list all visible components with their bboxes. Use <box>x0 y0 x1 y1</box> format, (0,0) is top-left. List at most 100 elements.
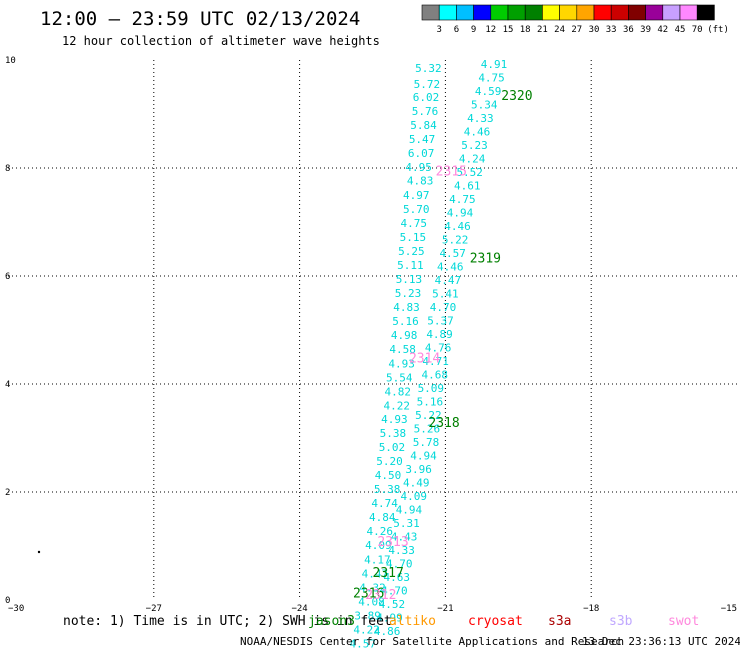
wave-height-label: 5.22 <box>415 409 442 422</box>
colorbar-cell <box>696 4 715 21</box>
wave-height-label: 4.68 <box>421 369 448 382</box>
wave-height-label: 4.46 <box>437 261 464 274</box>
mission-label: s3a <box>548 614 571 629</box>
y-tick-label: 2 <box>5 488 10 498</box>
wave-height-label: 4.75 <box>478 72 505 85</box>
wave-height-label: 5.23 <box>461 139 488 152</box>
colorbar-unit: (ft) <box>707 25 729 35</box>
wave-height-label: 5.70 <box>403 203 430 216</box>
pass-label: 2314 <box>409 351 440 366</box>
x-tick-label: −21 <box>437 604 453 614</box>
wave-height-label: 4.99 <box>376 612 403 625</box>
wave-height-label: 4.91 <box>481 58 508 71</box>
wave-height-label: 5.11 <box>397 259 424 272</box>
wave-height-label: 5.54 <box>386 371 413 384</box>
pass-label: 2320 <box>501 89 532 104</box>
wave-height-label: 4.83 <box>393 301 420 314</box>
colorbar-label: 42 <box>657 25 668 35</box>
colorbar-cell <box>490 4 509 21</box>
wave-height-label: 4.58 <box>389 343 416 356</box>
wave-height-label: 4.26 <box>367 525 394 538</box>
chart-title: 12:00 – 23:59 UTC 02/13/2024 <box>40 8 360 30</box>
wave-height-label: 5.02 <box>379 441 406 454</box>
colorbar-cell <box>524 4 543 21</box>
wave-height-label: 4.49 <box>403 477 430 490</box>
x-tick-label: −18 <box>583 604 599 614</box>
wave-height-label: 4.74 <box>371 497 398 510</box>
wave-height-label: 4.89 <box>426 328 453 341</box>
wave-height-label: 4.95 <box>405 161 432 174</box>
wave-height-label: 4.33 <box>388 544 415 557</box>
x-tick-label: −24 <box>291 604 307 614</box>
wave-height-label: 4.63 <box>384 571 411 584</box>
colorbar-label: 45 <box>675 25 686 35</box>
wave-height-label: 4.94 <box>447 207 474 220</box>
wave-height-label: 4.71 <box>422 355 449 368</box>
wave-height-label: 5.47 <box>409 133 436 146</box>
wave-height-label: 4.09 <box>401 490 428 503</box>
colorbar-label: 70 <box>692 25 703 35</box>
wave-height-label: 4.46 <box>464 126 491 139</box>
wave-height-label: 4.70 <box>386 558 413 571</box>
wave-height-label: 4.97 <box>403 189 430 202</box>
wave-height-label: 4.47 <box>362 567 389 580</box>
colorbar-label: 12 <box>485 25 496 35</box>
axis-ticks: −30 −27 −24 −21 −18 −15 0 2 4 6 8 10 <box>5 56 737 614</box>
colorbar-cell <box>542 4 560 21</box>
y-tick-label: 0 <box>5 596 10 606</box>
wave-height-label: 4.09 <box>365 539 392 552</box>
colorbar-label: 21 <box>537 25 548 35</box>
wave-height-label: 4.57 <box>439 247 466 260</box>
wave-height-label: 4.46 <box>444 220 471 233</box>
wave-height-label: 6.02 <box>413 91 440 104</box>
colorbar-label: 24 <box>554 25 565 35</box>
wave-height-label: 5.52 <box>456 166 483 179</box>
wave-height-label: 5.37 <box>427 315 454 328</box>
colorbar-label: 33 <box>606 25 617 35</box>
wave-height-label: 4.22 <box>353 623 380 636</box>
colorbar-cell <box>679 4 698 21</box>
colorbar-cell <box>628 4 646 21</box>
y-tick-label: 4 <box>5 380 10 390</box>
wave-height-label: 4.75 <box>401 217 428 230</box>
wave-height-label: 5.22 <box>442 234 469 247</box>
colorbar-cell <box>421 4 440 21</box>
wave-height-label: 5.16 <box>392 315 419 328</box>
pass-label: 2317 <box>373 566 404 581</box>
wave-height-label: 5.78 <box>413 436 440 449</box>
wave-height-label: 4.75 <box>449 193 476 206</box>
wave-height-label: 3.89 <box>354 609 381 622</box>
y-tick-label: 6 <box>5 272 10 282</box>
wave-height-label: 5.16 <box>417 396 444 409</box>
wave-height-label: 4.33 <box>467 112 494 125</box>
colorbar-cell <box>438 4 457 21</box>
colorbar-label: 9 <box>471 25 476 35</box>
colorbar-label: 15 <box>503 25 514 35</box>
pass-label: 2319 <box>470 252 501 267</box>
wave-height-label: 4.84 <box>369 511 396 524</box>
wave-height-label: 4.70 <box>430 301 457 314</box>
colorbar-label: 3 <box>436 25 441 35</box>
colorbar-cell <box>593 4 612 21</box>
wave-height-label: 5.38 <box>380 427 407 440</box>
y-tick-label: 8 <box>5 164 10 174</box>
mission-legend: jason3 altiko cryosat s3a s3b swot <box>308 614 699 629</box>
wave-height-label: 4.94 <box>396 504 423 517</box>
mission-label: swot <box>668 614 699 629</box>
stray-marker <box>37 550 41 554</box>
grid <box>8 60 737 600</box>
wave-height-label: 5.84 <box>410 119 437 132</box>
colorbar-label: 39 <box>640 25 651 35</box>
pass-label: 2315 <box>436 165 467 180</box>
wave-height-label: 4.76 <box>425 342 452 355</box>
pass-label: 2313 <box>377 535 408 550</box>
data-marks: 5.325.726.025.765.845.476.074.954.834.97… <box>350 58 508 650</box>
footer-timestamp: 13 Dec 23:36:13 UTC 2024 <box>582 635 740 648</box>
wave-height-label: 5.31 <box>393 517 420 530</box>
chart-subtitle: 12 hour collection of altimeter wave hei… <box>62 34 380 48</box>
wave-height-label: 4.22 <box>384 399 411 412</box>
wave-height-label: 4.43 <box>391 531 418 544</box>
chart-header: 12:00 – 23:59 UTC 02/13/2024 12 hour col… <box>40 8 380 48</box>
wave-height-label: 4.32 <box>359 581 386 594</box>
wave-height-label: 5.32 <box>415 62 442 75</box>
